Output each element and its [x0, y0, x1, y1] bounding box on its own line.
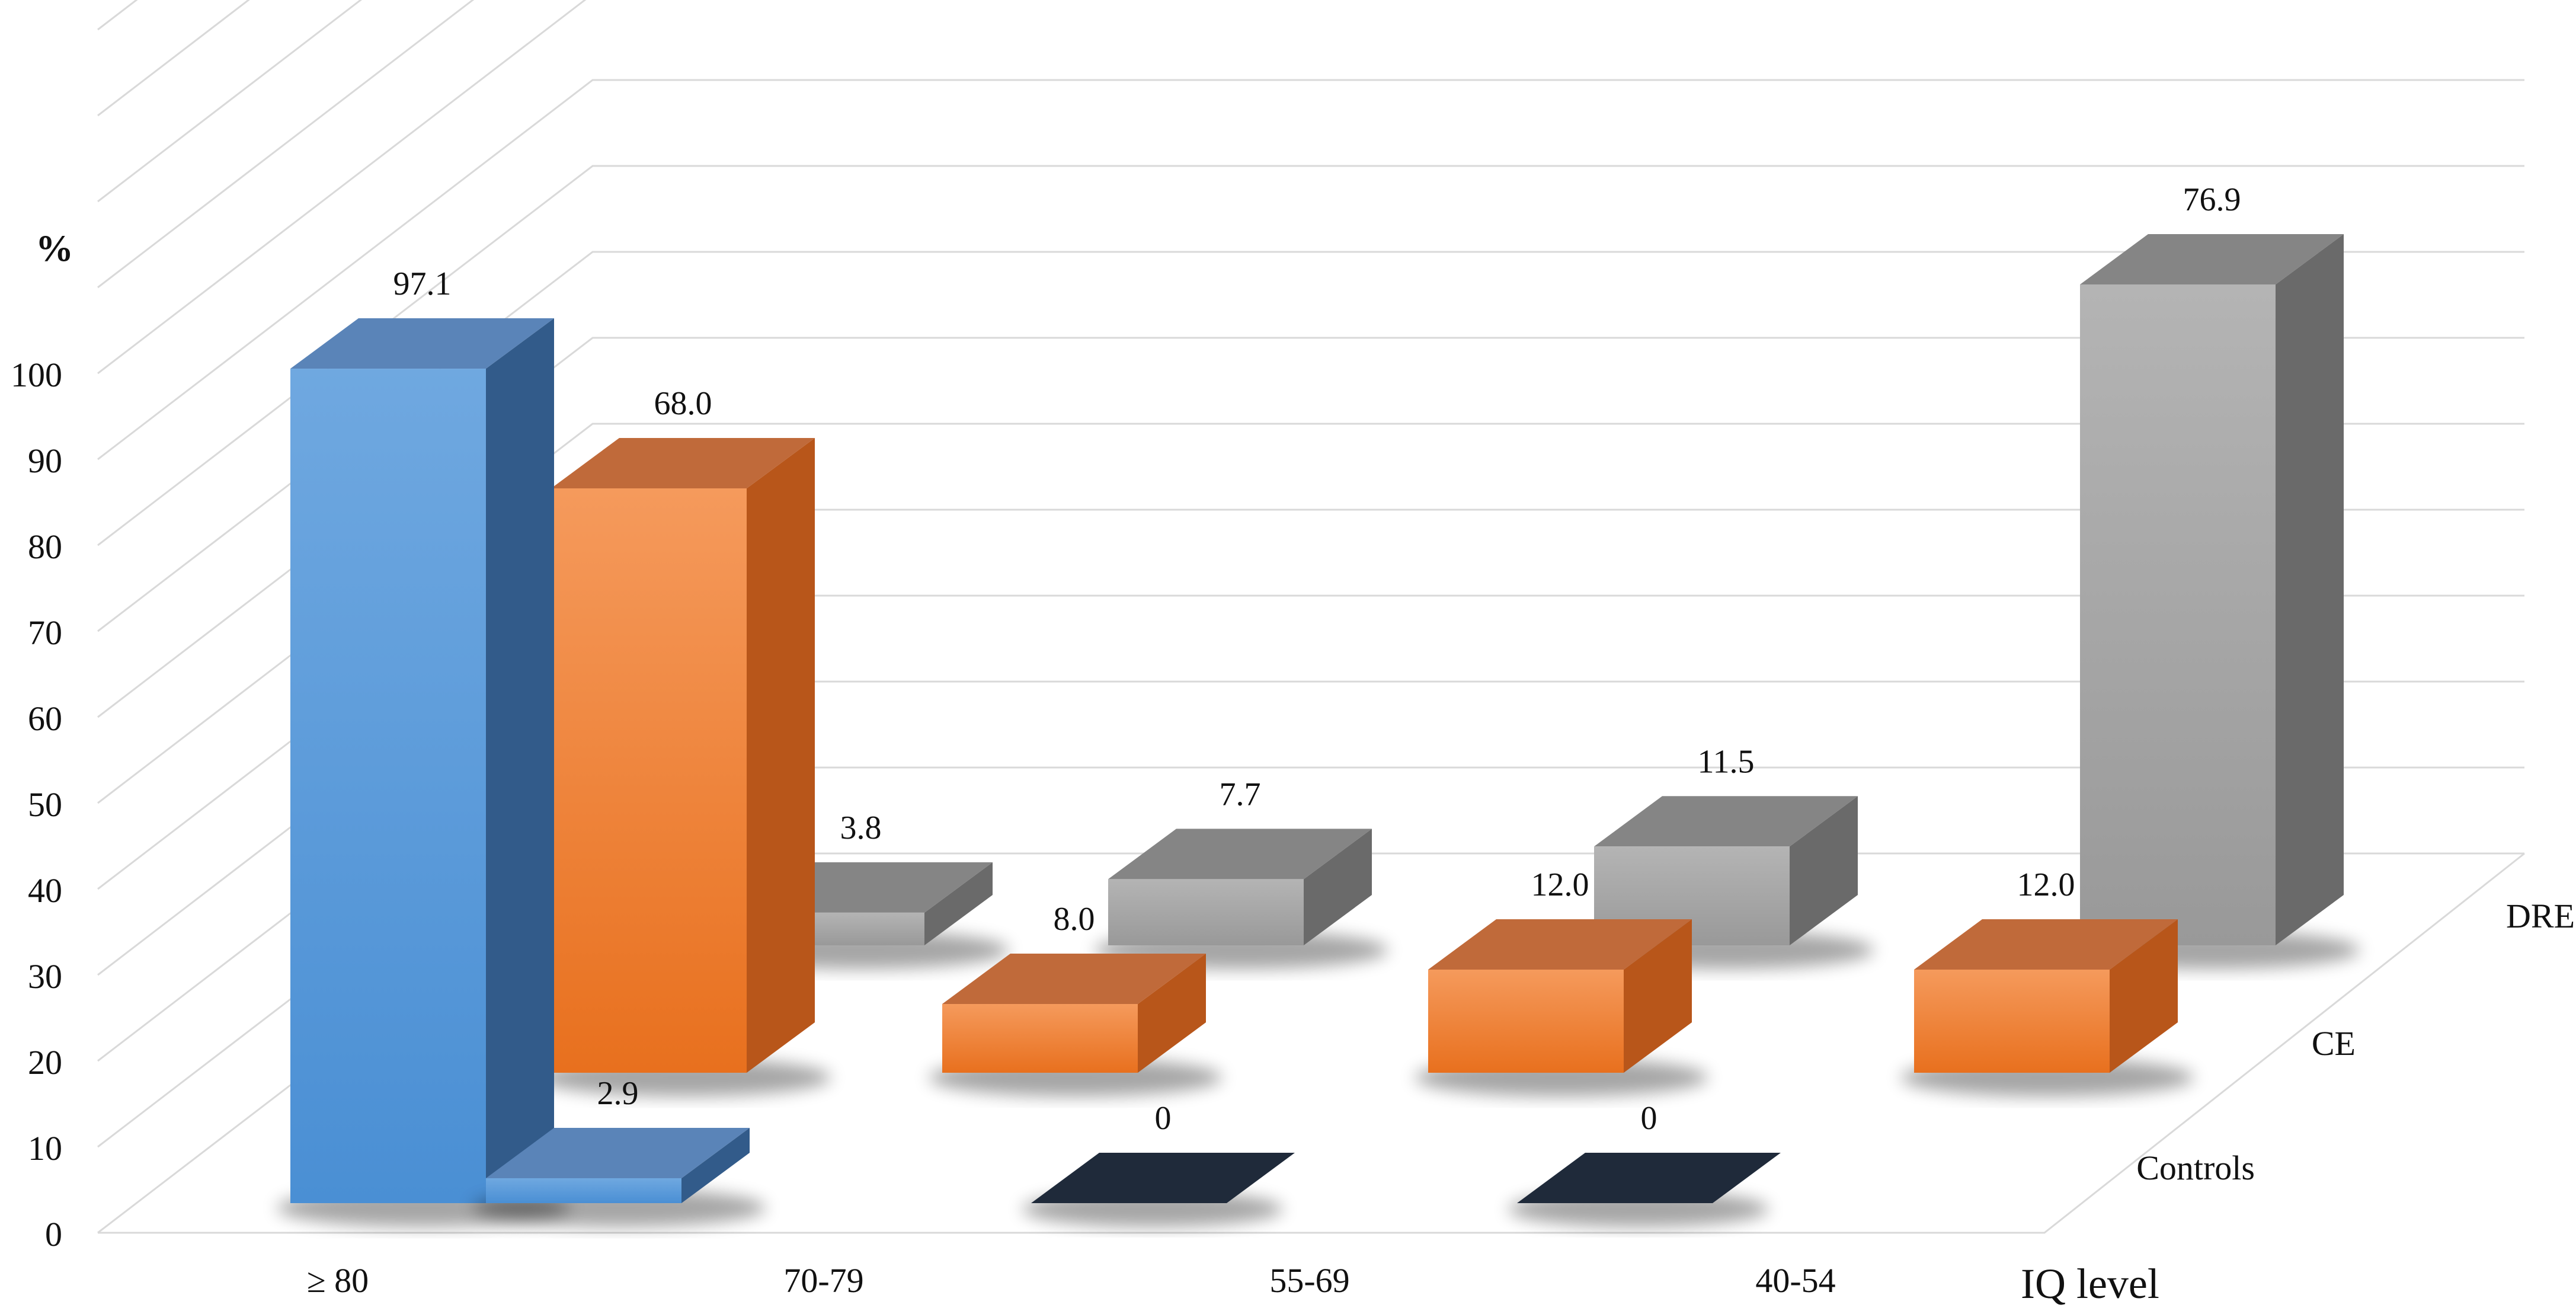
- bar-controls-side: [486, 318, 554, 1203]
- bar-ce-side: [1624, 919, 1692, 1073]
- gridline: [97, 0, 475, 289]
- gridline: [97, 0, 363, 203]
- bar-ce-top: [551, 438, 815, 488]
- bar-controls-side: [681, 1127, 750, 1203]
- x-axis-label: IQ level: [2021, 1260, 2159, 1307]
- series-axis-label: Controls: [2136, 1149, 2255, 1187]
- x-tick-label: 40-54: [1755, 1261, 1835, 1300]
- gridline: [97, 0, 587, 375]
- bar-ce: [1914, 970, 2110, 1073]
- data-label-controls: 2.9: [597, 1075, 639, 1112]
- bar-controls-top: [290, 318, 554, 369]
- data-label-dre: 11.5: [1698, 743, 1755, 780]
- data-label-controls: 97.1: [393, 266, 452, 302]
- bar-ce-top: [942, 954, 1206, 1004]
- x-axis-ticks: ≥ 80 70-79 55-69 40-54: [307, 1261, 1836, 1300]
- gridline: [97, 165, 2524, 546]
- bar-dre: [1108, 879, 1304, 945]
- data-label-ce: 12.0: [1531, 866, 1589, 903]
- bar-dre-top: [2080, 234, 2344, 284]
- bar-dre: [2080, 284, 2276, 946]
- y-tick-label: 0: [45, 1215, 62, 1254]
- y-tick-label: 20: [28, 1043, 62, 1082]
- y-axis-ticks: 0 10 20 30 40 50 60 70 80 90 100: [11, 356, 62, 1254]
- bar-ce-top: [1428, 919, 1692, 970]
- y-tick-label: 90: [28, 442, 62, 480]
- bar-controls: [486, 1178, 681, 1203]
- y-tick-label: 50: [28, 785, 62, 824]
- y-tick-label: 70: [28, 613, 62, 652]
- data-label-ce: 8.0: [1054, 901, 1095, 938]
- gridline: [97, 251, 2524, 632]
- bar-dre-top: [1594, 796, 1858, 847]
- bar-ce: [1428, 970, 1624, 1073]
- bar-ce-side: [1138, 954, 1206, 1073]
- gridline: [97, 79, 2524, 461]
- bar-ce-side: [2110, 919, 2178, 1073]
- bar-ce: [942, 1004, 1138, 1073]
- x-tick-label: 55-69: [1269, 1261, 1349, 1300]
- bar-controls-top: [486, 1127, 750, 1178]
- y-axis-label: %: [36, 227, 73, 269]
- y-tick-label: 40: [28, 871, 62, 910]
- data-label-dre: 76.9: [2183, 181, 2241, 218]
- data-label-dre: 3.8: [840, 810, 882, 846]
- gridline: [97, 337, 2524, 718]
- bar-ce: [551, 488, 747, 1073]
- data-label-controls: 0: [1155, 1100, 1172, 1137]
- floor-edge: [98, 852, 2525, 1234]
- y-tick-label: 10: [28, 1129, 62, 1168]
- x-tick-label: 70-79: [783, 1261, 863, 1300]
- bar-dre-side: [1304, 829, 1372, 945]
- depth-axis-series-labels: Controls CE DRE: [2136, 897, 2575, 1187]
- bars: 3.8 7.7 11.5 76.9 68.0 8.0 12.0 12.0 97.1 2.9 0 0: [277, 181, 2360, 1227]
- bar-ce-top: [1914, 919, 2178, 970]
- bar-dre-side: [924, 862, 993, 945]
- data-label-ce: 12.0: [2017, 866, 2075, 903]
- data-label-ce: 68.0: [654, 385, 712, 422]
- bar-controls: [290, 369, 486, 1203]
- bar-dre-side: [2276, 234, 2344, 946]
- bar-controls-zero: [1517, 1153, 1781, 1203]
- bar-dre-side: [1790, 796, 1858, 945]
- y-tick-label: 30: [28, 957, 62, 996]
- y-tick-label: 60: [28, 699, 62, 738]
- y-tick-label: 80: [28, 527, 62, 566]
- data-label-controls: 0: [1641, 1100, 1657, 1137]
- gridline: [97, 423, 2524, 804]
- y-tick-label: 100: [11, 356, 62, 394]
- bar-dre-top: [1108, 829, 1372, 880]
- gridline: [97, 0, 250, 117]
- series-axis-label: DRE: [2506, 897, 2575, 935]
- series-axis-label: CE: [2312, 1024, 2356, 1063]
- data-label-dre: 7.7: [1220, 776, 1261, 813]
- bar-ce-side: [747, 438, 815, 1073]
- x-tick-label: ≥ 80: [307, 1261, 369, 1300]
- bar-controls-zero: [1031, 1153, 1295, 1203]
- gridline: [97, 0, 138, 31]
